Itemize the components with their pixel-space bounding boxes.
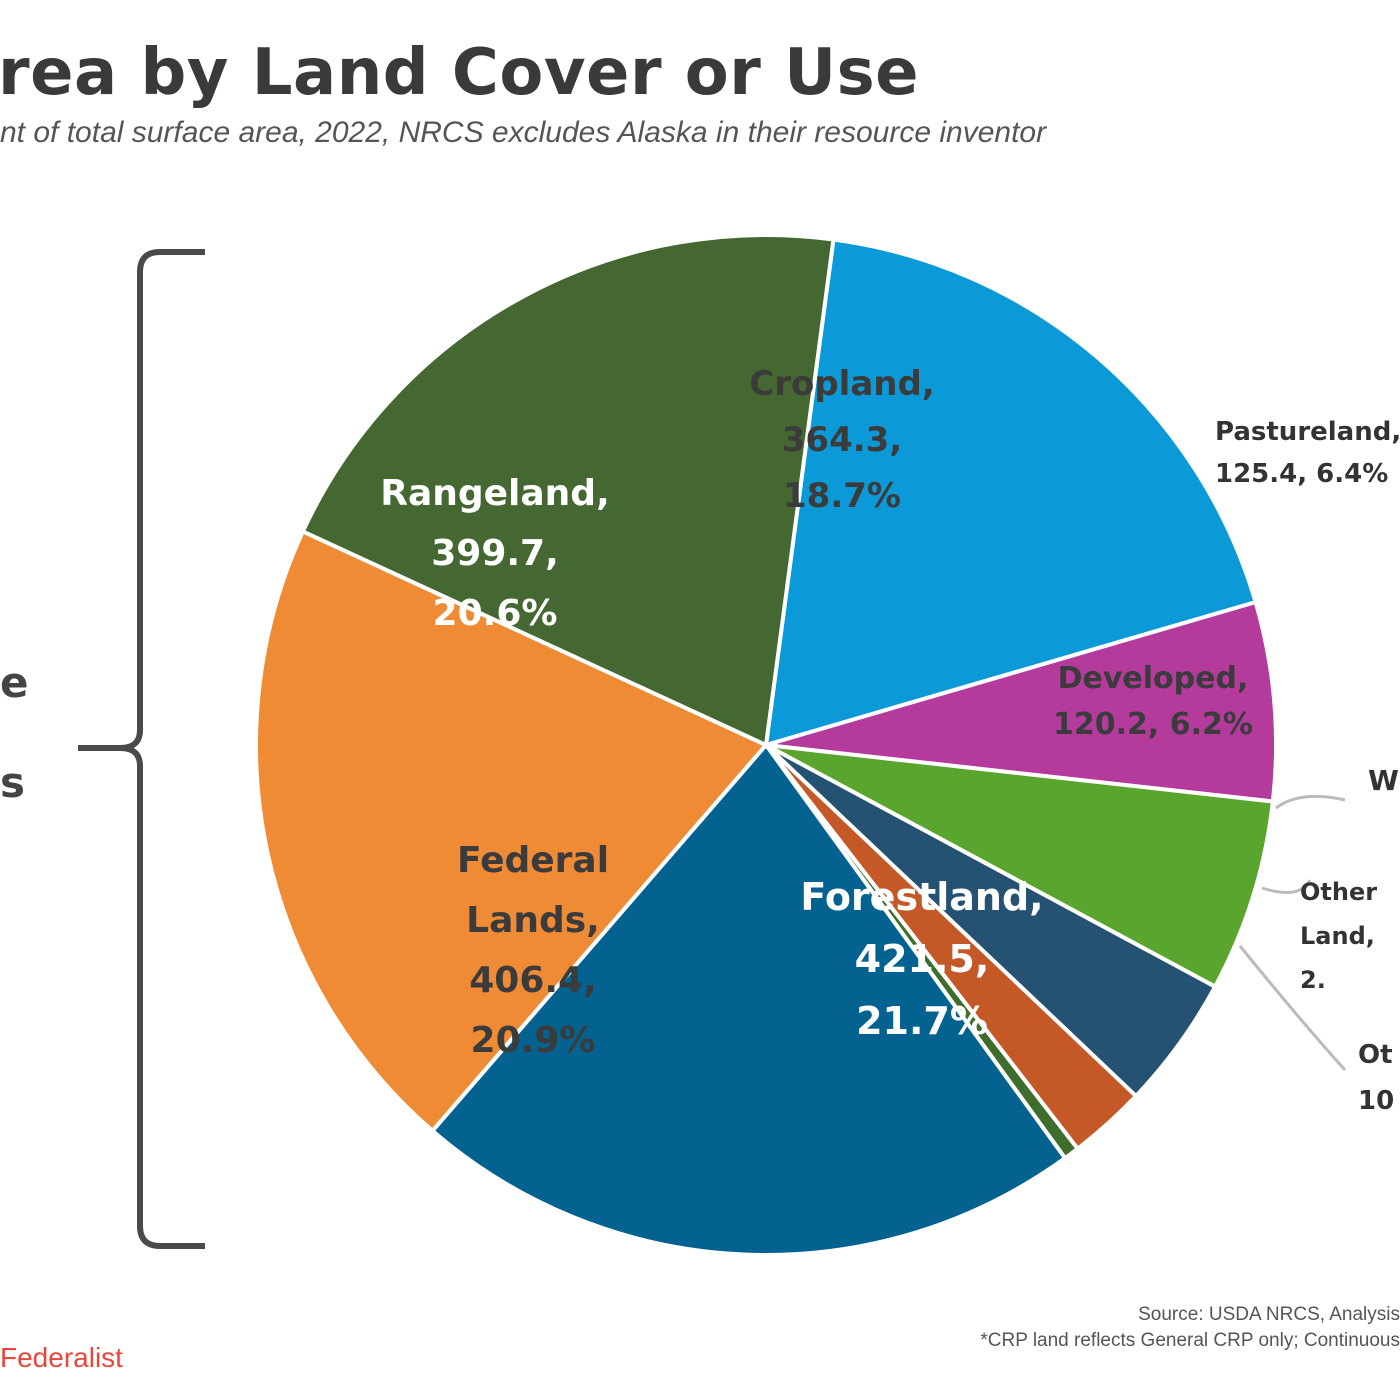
pie-slices xyxy=(254,233,1278,1257)
slice-label-forestland: Forestland, 421.5, 21.7% xyxy=(800,875,1043,1043)
side-label-bottom: s xyxy=(0,758,25,807)
slice-label-line: Pastureland, xyxy=(1215,417,1400,447)
slice-label-line: Rangeland, xyxy=(380,473,610,514)
slice-label-line: Ot xyxy=(1358,1040,1393,1070)
slice-label-line: 2. xyxy=(1300,966,1326,994)
chart-subtitle: nt of total surface area, 2022, NRCS exc… xyxy=(0,116,1047,149)
pie-slice-developed xyxy=(764,743,1275,989)
pie-slice-federal xyxy=(254,529,768,1133)
slice-label-other: Other Land, 2. xyxy=(1300,878,1377,994)
slice-label-rangeland: Rangeland, 399.7, 20.6% xyxy=(380,473,610,634)
slice-label-line: 10 xyxy=(1358,1086,1394,1116)
slice-label-line: 20.9% xyxy=(471,1020,596,1061)
slice-label-line: 120.2, 6.2% xyxy=(1053,707,1253,742)
leader-line-other xyxy=(1238,945,1347,1072)
slice-label-federal: Federal Lands, 406.4, 20.9% xyxy=(457,840,609,1061)
group-bracket xyxy=(78,249,205,1249)
slice-label-ot: Ot 10 xyxy=(1358,1040,1394,1116)
slice-label-line: Federal xyxy=(457,840,609,881)
slice-label-line: Developed, xyxy=(1058,661,1249,696)
slice-label-line: 20.6% xyxy=(433,593,558,634)
slice-label-developed: Developed, 120.2, 6.2% xyxy=(1053,661,1253,742)
leader-line-other-land xyxy=(1261,879,1312,894)
slice-label-line: 125.4, 6.4% xyxy=(1215,459,1388,489)
slice-label-w: W xyxy=(1368,764,1399,797)
chart-title: rea by Land Cover or Use xyxy=(0,36,920,110)
slice-label-line: 406.4, xyxy=(469,960,597,1001)
slice-label-line: 399.7, xyxy=(431,533,559,574)
pie-slice-pastureland xyxy=(764,600,1278,804)
slice-label-line: Other xyxy=(1300,878,1377,906)
side-label-top: e xyxy=(0,658,29,707)
slice-label-line: Lands, xyxy=(466,900,600,941)
source-line-2: *CRP land reflects General CRP only; Con… xyxy=(980,1330,1400,1351)
leader-line-water xyxy=(1275,794,1346,810)
slice-label-line: 21.7% xyxy=(856,999,988,1043)
slice-labels: Cropland, 364.3, 18.7% Pastureland, 125.4, 6… xyxy=(380,364,1400,1116)
slice-label-line: W xyxy=(1368,764,1399,797)
source-note: Source: USDA NRCS, Analysis *CRP land re… xyxy=(980,1302,1400,1354)
slice-label-line: 18.7% xyxy=(783,476,901,516)
slice-label-line: Land, xyxy=(1300,922,1375,950)
source-line-1: Source: USDA NRCS, Analysis xyxy=(1138,1304,1400,1325)
pie-slice-cropland xyxy=(764,237,1258,747)
leader-lines xyxy=(1238,794,1347,1072)
slice-label-line: Cropland, xyxy=(749,364,934,404)
pie-slice-forestland xyxy=(430,743,1068,1257)
slice-label-pastureland: Pastureland, 125.4, 6.4% xyxy=(1215,417,1400,489)
pie-slice-rangeland xyxy=(300,233,836,747)
slice-label-cropland: Cropland, 364.3, 18.7% xyxy=(749,364,934,516)
brand-text: Federalist xyxy=(0,1342,123,1373)
slice-label-line: Forestland, xyxy=(800,875,1043,919)
slice-label-line: 421.5, xyxy=(855,937,990,981)
slice-label-line: 364.3, xyxy=(782,420,902,460)
